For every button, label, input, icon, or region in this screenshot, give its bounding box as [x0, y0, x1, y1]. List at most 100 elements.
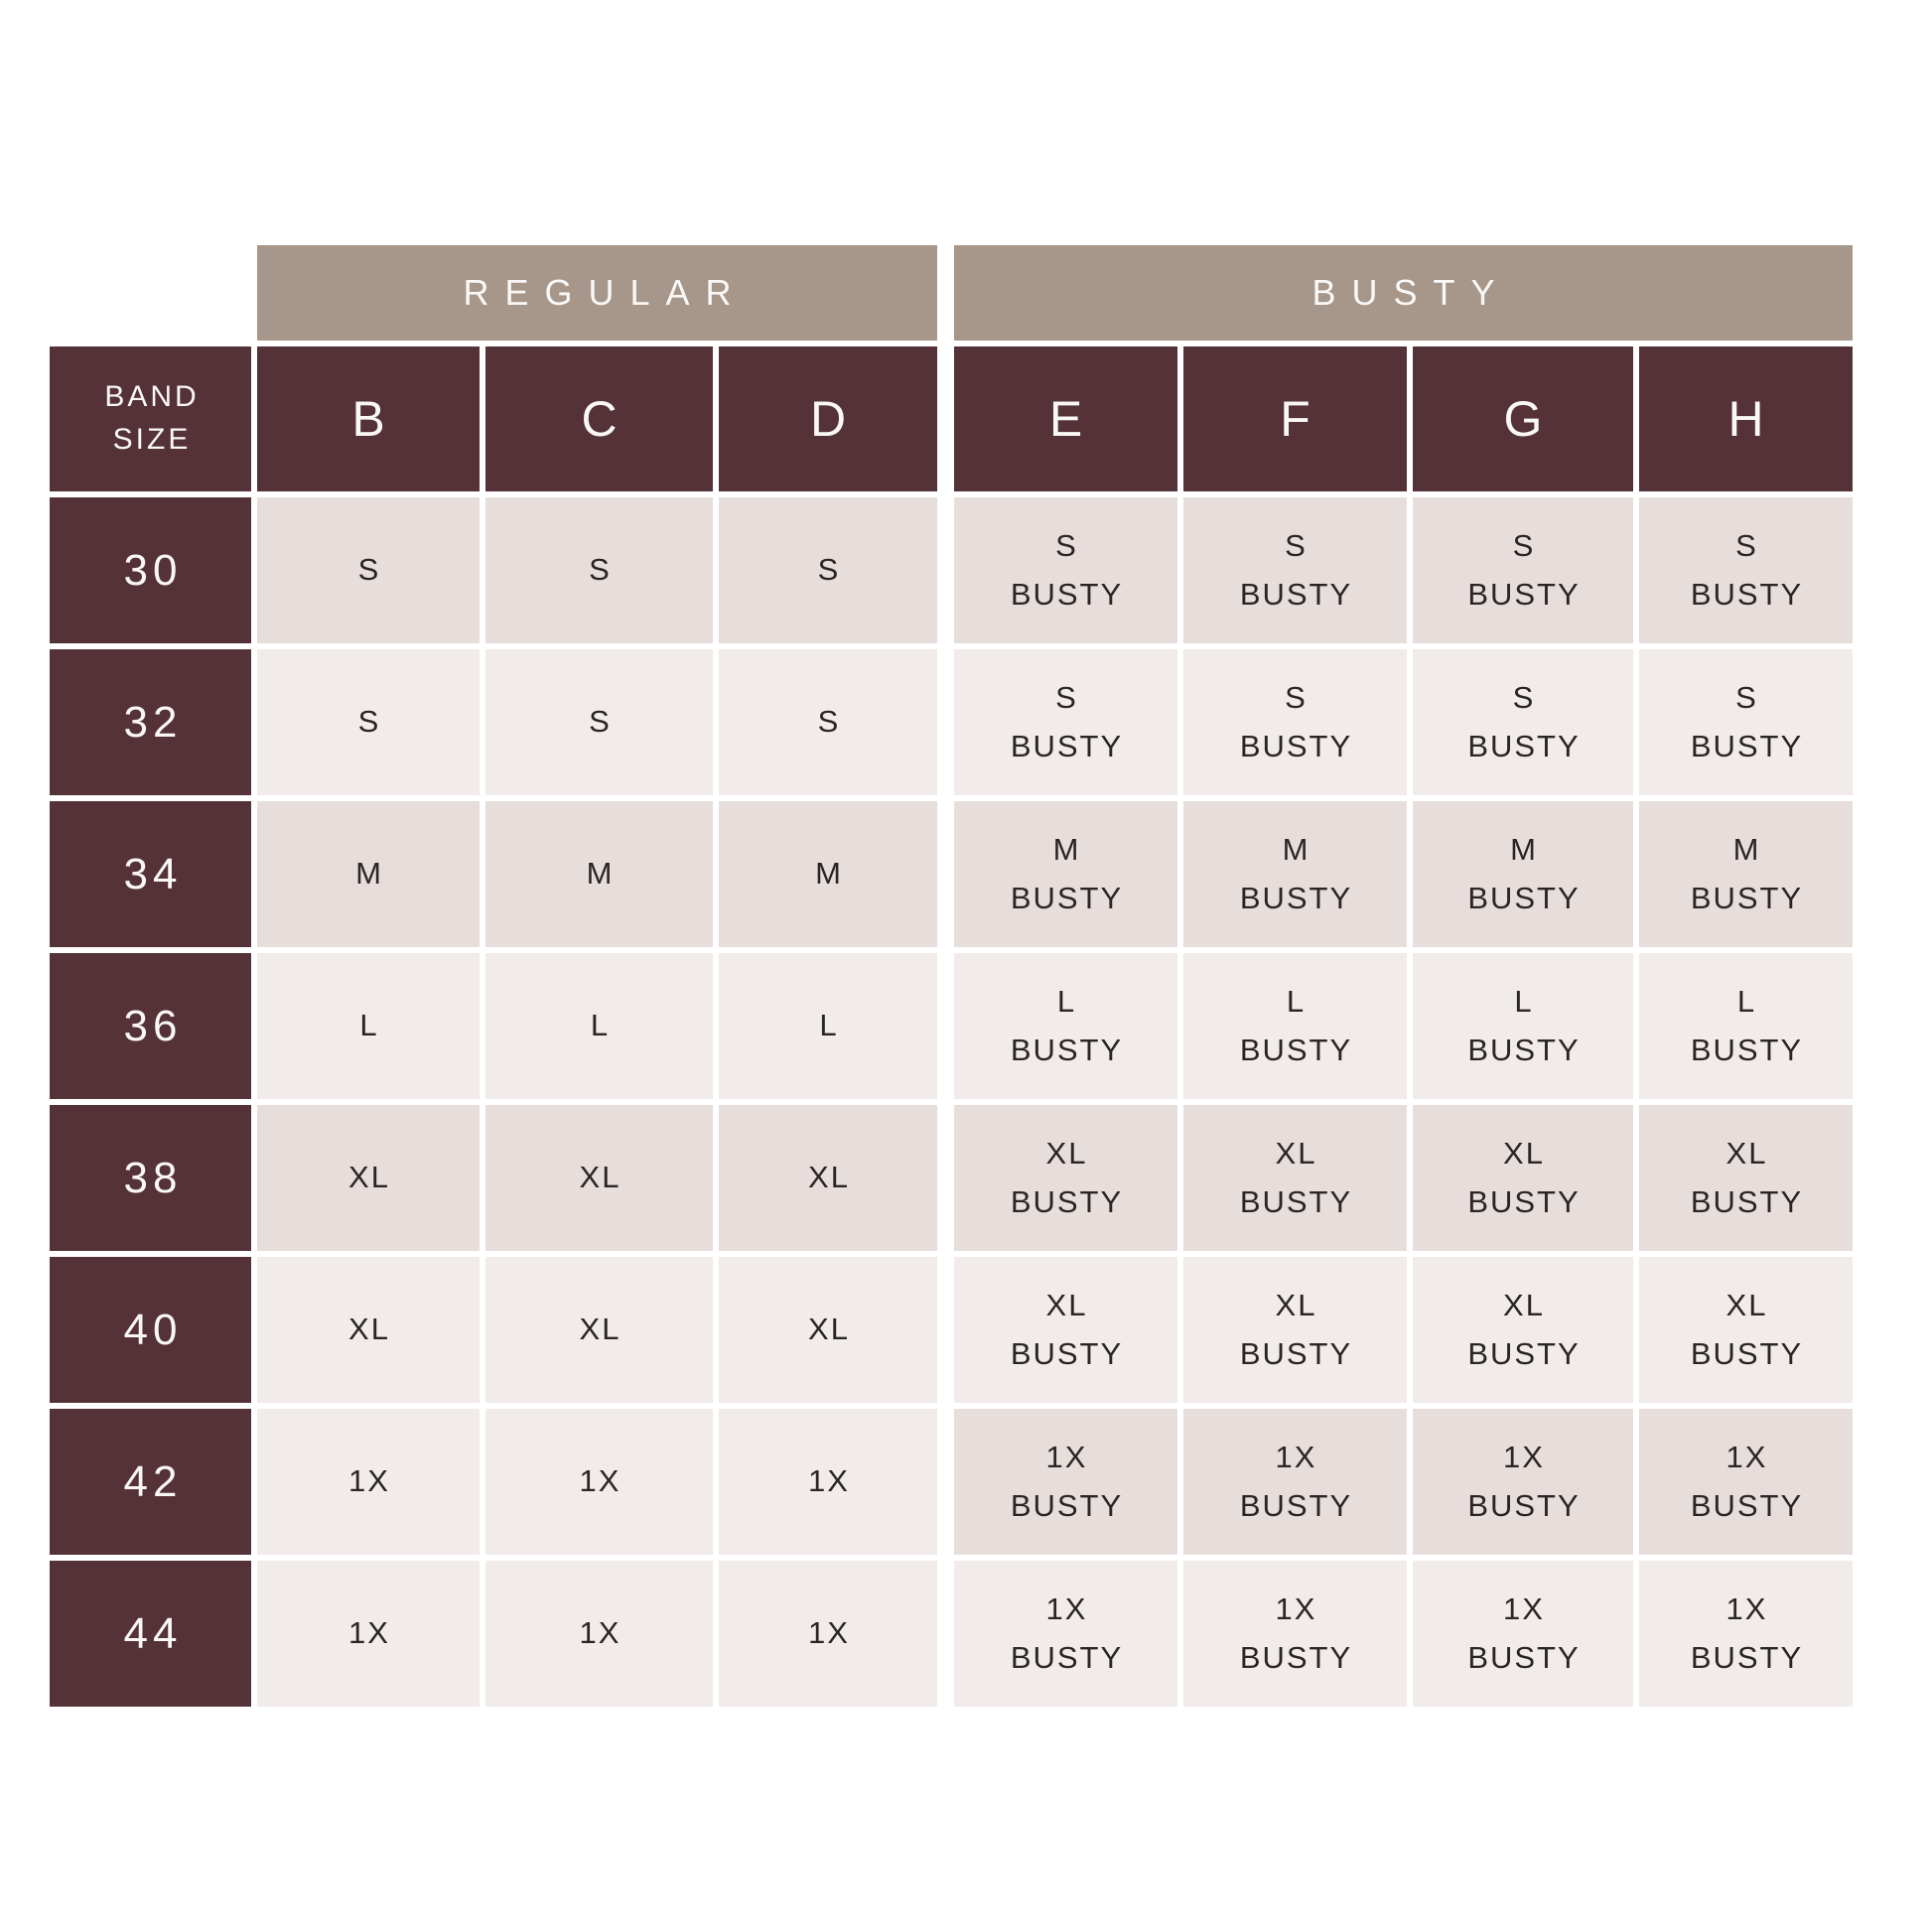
size-qualifier: BUSTY: [1010, 1487, 1124, 1523]
size-cell: XL: [485, 1257, 713, 1403]
size-qualifier: BUSTY: [1010, 1032, 1124, 1067]
size-chart-table: REGULAR BUSTY BAND SIZE B C D E F G H 30…: [50, 245, 1853, 1707]
size-value: XL: [1503, 1288, 1545, 1323]
size-value: 1X: [808, 1463, 850, 1499]
size-value: M: [1510, 832, 1538, 868]
spacer: [943, 801, 948, 947]
spacer: [943, 346, 948, 491]
size-cell: 1X BUSTY: [1639, 1409, 1853, 1555]
size-cell: S: [257, 497, 480, 643]
size-value: 1X: [1045, 1440, 1088, 1475]
size-cell: 1X BUSTY: [1183, 1561, 1407, 1707]
size-value: XL: [1275, 1136, 1317, 1172]
size-qualifier: BUSTY: [1239, 1032, 1353, 1067]
band-label-36: 36: [50, 953, 251, 1099]
size-cell: 1X: [485, 1409, 713, 1555]
size-cell: XL BUSTY: [1413, 1257, 1633, 1403]
size-value: S: [589, 704, 612, 740]
size-cell: M: [719, 801, 937, 947]
spacer: [50, 245, 251, 341]
size-value: M: [815, 856, 843, 892]
size-value: S: [1055, 680, 1078, 716]
size-cell: XL BUSTY: [954, 1257, 1177, 1403]
band-label-44: 44: [50, 1561, 251, 1707]
size-value: XL: [1725, 1136, 1768, 1172]
size-cell: XL BUSTY: [954, 1105, 1177, 1251]
size-value: L: [1736, 984, 1757, 1020]
spacer: [943, 1409, 948, 1555]
size-value: 1X: [1503, 1440, 1545, 1475]
size-value: L: [590, 1008, 611, 1043]
size-qualifier: BUSTY: [1239, 728, 1353, 763]
size-value: XL: [1503, 1136, 1545, 1172]
size-qualifier: BUSTY: [1690, 1335, 1804, 1371]
size-value: M: [1282, 832, 1311, 868]
size-qualifier: BUSTY: [1467, 1639, 1581, 1675]
size-value: M: [1052, 832, 1081, 868]
size-value: XL: [1275, 1288, 1317, 1323]
size-value: S: [357, 552, 381, 588]
size-qualifier: BUSTY: [1690, 1639, 1804, 1675]
size-qualifier: BUSTY: [1690, 1032, 1804, 1067]
band-size-label-line2: SIZE: [112, 423, 192, 456]
size-cell: XL BUSTY: [1639, 1257, 1853, 1403]
size-qualifier: BUSTY: [1467, 1335, 1581, 1371]
size-qualifier: BUSTY: [1010, 576, 1124, 612]
cup-header-d: D: [719, 346, 937, 491]
section-header-regular: REGULAR: [257, 245, 937, 341]
size-qualifier: BUSTY: [1010, 880, 1124, 915]
band-label-40: 40: [50, 1257, 251, 1403]
cup-header-h: H: [1639, 346, 1853, 491]
size-qualifier: BUSTY: [1010, 1639, 1124, 1675]
size-value: L: [1286, 984, 1307, 1020]
size-value: XL: [579, 1160, 621, 1195]
size-value: 1X: [348, 1615, 390, 1651]
size-cell: M BUSTY: [1639, 801, 1853, 947]
size-value: S: [1512, 528, 1536, 564]
band-label-30: 30: [50, 497, 251, 643]
size-cell: S BUSTY: [954, 649, 1177, 795]
size-cell: XL BUSTY: [1639, 1105, 1853, 1251]
size-cell: 1X BUSTY: [954, 1561, 1177, 1707]
cup-header-b: B: [257, 346, 480, 491]
size-value: S: [357, 704, 381, 740]
cup-header-c: C: [485, 346, 713, 491]
spacer: [943, 245, 948, 341]
size-value: 1X: [1503, 1591, 1545, 1627]
cup-header-e: E: [954, 346, 1177, 491]
size-cell: M BUSTY: [954, 801, 1177, 947]
size-qualifier: BUSTY: [1239, 576, 1353, 612]
spacer: [943, 953, 948, 1099]
size-qualifier: BUSTY: [1239, 880, 1353, 915]
size-cell: 1X: [257, 1561, 480, 1707]
size-value: L: [1056, 984, 1077, 1020]
size-cell: XL BUSTY: [1183, 1257, 1407, 1403]
size-value: S: [1285, 680, 1308, 716]
size-cell: S: [485, 497, 713, 643]
size-cell: M: [257, 801, 480, 947]
size-value: 1X: [1725, 1440, 1768, 1475]
size-value: L: [1514, 984, 1534, 1020]
size-qualifier: BUSTY: [1239, 1639, 1353, 1675]
size-cell: M BUSTY: [1413, 801, 1633, 947]
size-value: XL: [579, 1311, 621, 1347]
size-qualifier: BUSTY: [1010, 1335, 1124, 1371]
size-cell: S BUSTY: [954, 497, 1177, 643]
size-value: XL: [1045, 1136, 1088, 1172]
size-value: 1X: [348, 1463, 390, 1499]
band-size-label-line1: BAND: [104, 380, 200, 414]
size-cell: XL BUSTY: [1413, 1105, 1633, 1251]
size-cell: M: [485, 801, 713, 947]
size-value: 1X: [1725, 1591, 1768, 1627]
size-value: 1X: [808, 1615, 850, 1651]
size-cell: 1X: [719, 1409, 937, 1555]
band-label-32: 32: [50, 649, 251, 795]
spacer: [943, 1257, 948, 1403]
size-value: XL: [1725, 1288, 1768, 1323]
size-cell: S BUSTY: [1639, 497, 1853, 643]
size-value: XL: [1045, 1288, 1088, 1323]
size-value: XL: [348, 1160, 390, 1195]
size-cell: XL: [719, 1257, 937, 1403]
spacer: [943, 1561, 948, 1707]
